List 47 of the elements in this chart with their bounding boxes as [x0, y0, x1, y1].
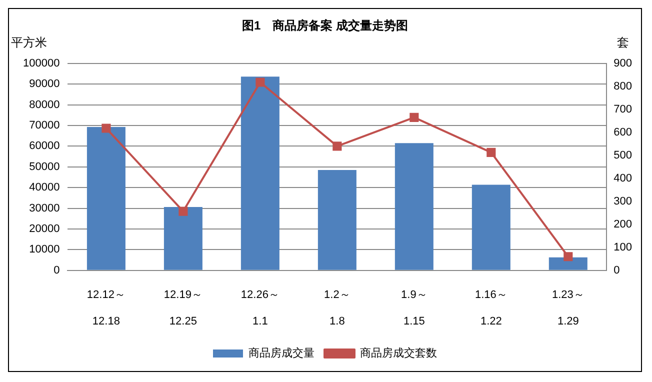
legend-label: 商品房成交量	[248, 346, 314, 360]
category-label: 1.2～ 1.8	[324, 289, 350, 328]
y-tick-label: 10000	[29, 244, 60, 256]
point	[564, 252, 573, 262]
point	[256, 78, 265, 87]
y2-tick-label: 0	[614, 264, 620, 276]
category-label: 12.12～ 12.18	[86, 289, 126, 328]
y-tick-label: 50000	[29, 160, 60, 173]
y2-tick-label: 400	[614, 172, 632, 184]
legend-label: 商品房成交套数	[360, 346, 437, 360]
y-tick-label: 70000	[29, 120, 60, 132]
y-tick-label: 40000	[29, 182, 60, 194]
point	[178, 206, 188, 216]
y-tick-label: 100000	[22, 57, 60, 70]
y-tick-label: 30000	[29, 202, 60, 214]
y-tick-label: 20000	[29, 223, 60, 236]
bar	[164, 207, 202, 270]
category-label: 1.9～ 1.15	[401, 289, 428, 328]
y2-tick-label: 700	[614, 103, 632, 116]
point	[486, 148, 496, 157]
y-tick-label: 60000	[29, 140, 60, 152]
y2-tick-label: 100	[614, 241, 632, 254]
bar	[394, 143, 434, 270]
y2-tick-label: 200	[614, 218, 632, 230]
category-label: 12.19～ 12.25	[164, 289, 202, 328]
category-label: 1.16～ 1.22	[474, 289, 508, 328]
y2-tick-label: 600	[614, 126, 632, 138]
point	[332, 142, 342, 151]
y2-tick-label: 800	[614, 80, 632, 92]
y-tick-label: 0	[54, 264, 60, 276]
bar	[548, 257, 588, 270]
bar	[240, 76, 280, 270]
point	[102, 124, 111, 133]
y2-tick-label: 900	[614, 57, 632, 70]
bar	[318, 170, 356, 270]
y-tick-label: 90000	[29, 78, 60, 90]
bar	[86, 126, 126, 270]
category-label: 12.26～ 1.1	[240, 289, 280, 328]
y2-tick-label: 500	[614, 149, 632, 162]
category-label: 1.23～ 1.29	[552, 289, 584, 328]
y2-tick-label: 300	[614, 195, 632, 208]
y-tick-label: 80000	[29, 98, 60, 111]
y-axis-title: 平方米	[11, 36, 47, 50]
chart-title: 图1 商品房备案 成交量走势图	[242, 18, 408, 33]
y2-axis-title: 套	[617, 36, 629, 50]
point	[410, 112, 419, 122]
bar	[472, 184, 510, 270]
